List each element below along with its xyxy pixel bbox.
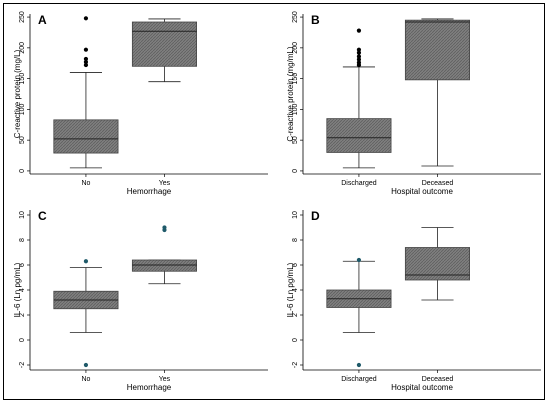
box-no: No — [53, 259, 119, 383]
outlier-point — [83, 362, 89, 368]
outlier-point — [356, 257, 362, 263]
panel-letter: A — [38, 13, 47, 27]
y-tick-label: 6 — [19, 263, 26, 267]
outlier-point — [83, 16, 89, 21]
outlier-point — [356, 60, 362, 65]
x-tick-label: Deceased — [422, 376, 454, 383]
x-tick-label: No — [81, 376, 90, 383]
panel-a: 0 50 100 150 200 250 C-reactive protein (mg/L)… — [13, 11, 268, 196]
y-axis-label: IL-6 (Ln pg/mL) — [286, 262, 295, 317]
box-yes: Yes — [131, 18, 197, 187]
iqr-box — [131, 259, 197, 272]
y-tick-label: 2 — [292, 313, 299, 317]
outlier-point — [83, 59, 89, 65]
x-tick-label: Deceased — [422, 180, 454, 187]
y-tick-label: 250 — [19, 11, 26, 23]
y-tick-label: 100 — [292, 103, 299, 115]
box-yes: Yes — [131, 225, 197, 383]
y-tick-label: 0 — [19, 338, 26, 342]
box-no: No — [53, 16, 119, 187]
outlier-point — [83, 56, 89, 62]
x-axis-label: Hemorrhage — [127, 383, 172, 392]
x-tick-label: No — [81, 180, 90, 187]
outlier-point — [356, 28, 362, 33]
y-axis-label: IL-6 (Ln pg/mL) — [13, 262, 22, 317]
panel-c: -2 0 2 4 6 8 10 IL-6 (Ln pg/mL) Hemorrhage C No Yes — [13, 209, 268, 392]
y-tick-label: 10 — [292, 211, 299, 219]
iqr-box — [404, 19, 470, 81]
x-tick-label: Discharged — [341, 376, 377, 383]
outlier-point — [356, 50, 362, 55]
iqr-box — [53, 119, 119, 154]
x-axis-label: Hospital outcome — [391, 383, 453, 392]
x-axis-label: Hemorrhage — [127, 187, 172, 196]
y-axis-label: C-reactive protein (mg/mL) — [286, 46, 295, 141]
y-tick-label: 100 — [19, 103, 26, 115]
y-tick-label: 8 — [19, 238, 26, 242]
y-tick-label: 4 — [292, 288, 299, 292]
y-tick-label: 150 — [292, 73, 299, 85]
y-tick-label: 6 — [292, 263, 299, 267]
y-tick-label: -2 — [292, 362, 299, 368]
y-tick-label: 4 — [19, 288, 26, 292]
x-tick-label: Yes — [159, 180, 171, 187]
y-tick-label: 10 — [19, 211, 26, 219]
outlier-point — [356, 54, 362, 59]
box-discharged: Discharged — [326, 28, 392, 187]
iqr-box — [326, 118, 392, 153]
iqr-box — [131, 21, 197, 67]
box-deceased: Deceased — [404, 227, 470, 383]
outlier-point — [83, 259, 89, 264]
y-tick-label: 150 — [19, 73, 26, 85]
y-tick-label: 50 — [292, 136, 299, 144]
y-tick-label: 0 — [292, 169, 299, 173]
y-tick-label: 2 — [19, 313, 26, 317]
panel-letter: D — [311, 209, 320, 223]
y-tick-label: 50 — [19, 136, 26, 144]
outlier-point — [356, 47, 362, 52]
x-axis-label: Hospital outcome — [391, 187, 453, 196]
outlier-point — [356, 57, 362, 62]
box-deceased: Deceased — [404, 18, 470, 187]
x-tick-label: Discharged — [341, 180, 377, 187]
y-tick-label: -2 — [19, 362, 26, 368]
outlier-point — [162, 225, 167, 230]
panel-letter: C — [38, 209, 47, 223]
y-tick-label: 200 — [292, 42, 299, 54]
y-tick-label: 200 — [19, 42, 26, 54]
y-tick-label: 0 — [19, 169, 26, 173]
y-tick-label: 0 — [292, 338, 299, 342]
x-tick-label: Yes — [159, 376, 171, 383]
outlier-point — [356, 362, 362, 368]
y-tick-label: 8 — [292, 238, 299, 242]
outlier-point — [83, 47, 89, 52]
panel-letter: B — [311, 13, 320, 27]
panel-b: 0 50 100 150 200 250 C-reactive protein (mg/mL… — [286, 11, 541, 196]
outlier-point — [83, 62, 89, 68]
y-tick-label: 250 — [292, 11, 299, 23]
y-axis-label: C-reactive protein (mg/L) — [13, 49, 22, 138]
panel-d: -2 0 2 4 6 8 10 IL-6 (Ln pg/mL) Hospital outcome… — [286, 209, 541, 392]
box-discharged: Discharged — [326, 257, 392, 383]
